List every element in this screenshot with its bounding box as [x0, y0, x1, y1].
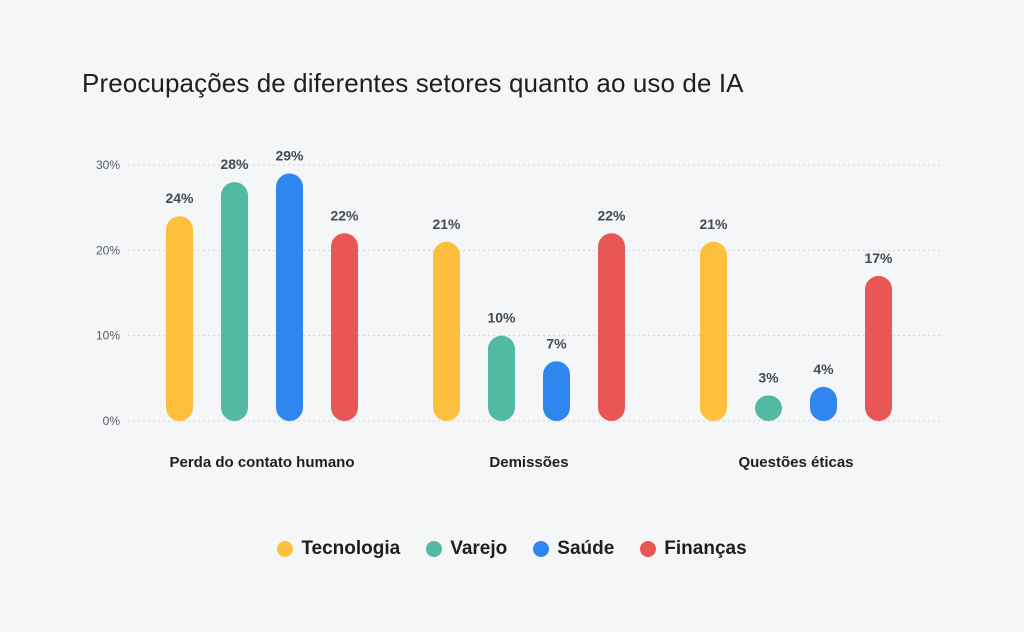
bar-value-label: 21% [432, 216, 461, 232]
bar [598, 233, 625, 421]
legend-swatch-saude [533, 541, 550, 557]
legend-swatch-financas [640, 541, 657, 557]
y-tick-label: 20% [96, 243, 120, 257]
legend-item-financas: Finanças [640, 538, 747, 560]
y-tick-label: 30% [96, 158, 120, 172]
legend-swatch-varejo [426, 541, 443, 557]
legend-item-saude: Saúde [533, 538, 614, 560]
bar [700, 241, 727, 421]
legend-label-saude: Saúde [557, 538, 615, 559]
legend-swatch-tecnologia [277, 541, 294, 557]
bar [331, 233, 358, 421]
bar-value-label: 24% [165, 190, 194, 206]
bar [221, 182, 248, 421]
legend-item-varejo: Varejo [426, 538, 507, 560]
legend-item-tecnologia: Tecnologia [277, 538, 400, 560]
bar-value-label: 17% [864, 250, 893, 266]
legend-label-tecnologia: Tecnologia [301, 538, 401, 559]
bar [543, 361, 570, 421]
legend: Tecnologia Varejo Saúde Finanças [0, 538, 1024, 560]
legend-label-varejo: Varejo [450, 538, 508, 559]
bar [810, 386, 837, 421]
x-category-label: Questões éticas [738, 454, 853, 471]
bar-chart: 0% 10% 20% 30% 24% 28% 29% 22% Perda do contato … [96, 148, 940, 471]
bar-value-label: 7% [546, 335, 567, 351]
bar [166, 216, 193, 421]
bar-value-label: 28% [220, 156, 249, 172]
bar [755, 395, 782, 421]
chart-title: Preocupações de diferentes setores quant… [82, 68, 744, 98]
bar-value-label: 22% [597, 207, 626, 223]
bar-value-label: 21% [699, 216, 728, 232]
bar-value-label: 10% [487, 310, 516, 326]
bar-value-label: 3% [758, 369, 779, 385]
y-tick-label: 10% [96, 329, 120, 343]
y-tick-label: 0% [103, 414, 121, 428]
bar-value-label: 4% [813, 361, 834, 377]
bar-value-label: 22% [330, 207, 359, 223]
bar [276, 173, 303, 421]
bar [433, 241, 460, 421]
x-category-label: Demissões [489, 454, 568, 471]
bar [865, 275, 892, 421]
x-category-label: Perda do contato humano [169, 454, 354, 471]
bar-value-label: 29% [275, 148, 304, 164]
legend-label-financas: Finanças [664, 538, 747, 559]
bar [488, 335, 515, 421]
